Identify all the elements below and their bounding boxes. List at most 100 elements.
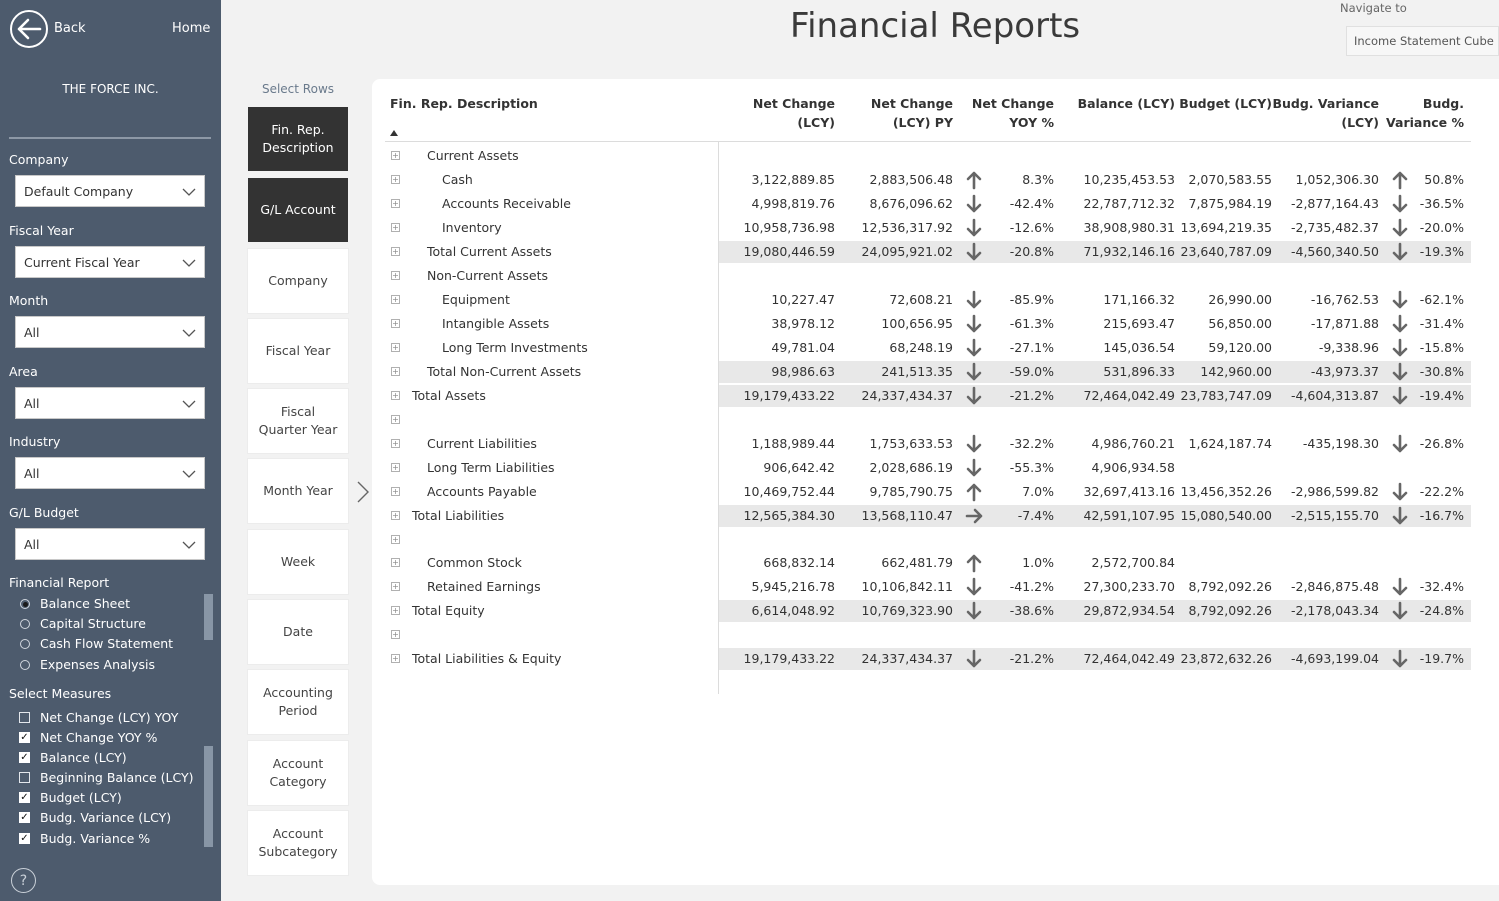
report-option-balance-sheet[interactable]: Balance Sheet <box>20 596 130 611</box>
help-button[interactable]: ? <box>11 868 36 893</box>
report-option-capital-structure[interactable]: Capital Structure <box>20 616 146 631</box>
back-label[interactable]: Back <box>54 21 86 36</box>
table-row[interactable]: + <box>385 409 1471 431</box>
column-header-net-change-yoy-pct[interactable]: Net Change YOY % <box>964 94 1054 132</box>
table-total-row[interactable]: + Total Non-Current Assets 98,986.63 241,51… <box>385 360 1471 383</box>
table-total-row[interactable]: + Total Liabilities 12,565,384.30 13,568,11… <box>385 504 1471 527</box>
expand-row-icon[interactable]: + <box>391 390 400 400</box>
table-total-row[interactable]: + Total Liabilities & Equity 19,179,433.22… <box>385 648 1471 671</box>
measure-budg-variance-pct[interactable]: ✓ Budg. Variance % <box>19 831 150 846</box>
navigate-to-select[interactable]: Income Statement Cube <box>1346 26 1499 56</box>
table-row[interactable]: + <box>385 624 1471 646</box>
measure-budg-variance-lcy[interactable]: ✓ Budg. Variance (LCY) <box>19 810 171 825</box>
table-total-row[interactable]: + Total Assets 19,179,433.22 24,337,434.37 -… <box>385 384 1471 407</box>
column-header-budg-variance-pct[interactable]: Budg. Variance % <box>1382 94 1464 132</box>
expand-row-icon[interactable]: + <box>391 606 400 616</box>
cell-budg-variance-pct: 50.8% <box>1424 171 1464 187</box>
cell-net-change-lcy: 19,080,446.59 <box>743 243 835 259</box>
table-row[interactable]: + Common Stock 668,832.14 662,481.79 1.0% 2,5… <box>385 552 1471 574</box>
row-option-month-year[interactable]: Month Year <box>248 459 348 523</box>
home-button[interactable]: Home <box>172 21 211 36</box>
cell-budg-variance-pct: -62.1% <box>1419 291 1464 307</box>
expand-row-icon[interactable]: + <box>391 534 400 544</box>
expand-row-icon[interactable]: + <box>391 486 400 496</box>
table-row[interactable]: + Non-Current Assets <box>385 265 1471 287</box>
table-row[interactable]: + Current Assets <box>385 145 1471 167</box>
row-option-fiscal-year[interactable]: Fiscal Year <box>248 319 348 383</box>
table-row[interactable]: + Long Term Liabilities 906,642.42 2,028,68… <box>385 457 1471 479</box>
company-filter-dropdown[interactable]: Default Company <box>15 175 205 207</box>
expand-row-icon[interactable]: + <box>391 270 400 280</box>
arrow-down-icon <box>966 338 982 357</box>
table-row[interactable]: + Current Liabilities 1,188,989.44 1,753,63… <box>385 433 1471 455</box>
expand-row-icon[interactable]: + <box>391 174 400 184</box>
row-option-fiscal-quarter-year[interactable]: Fiscal Quarter Year <box>248 389 348 453</box>
fiscal-year-filter-dropdown[interactable]: Current Fiscal Year <box>15 246 205 278</box>
table-total-row[interactable]: + Total Current Assets 19,080,446.59 24,095… <box>385 240 1471 263</box>
table-row[interactable]: + Long Term Investments 49,781.04 68,248.19… <box>385 337 1471 359</box>
month-filter-value: All <box>24 324 40 340</box>
expand-row-icon[interactable]: + <box>391 198 400 208</box>
expand-row-icon[interactable]: + <box>391 318 400 328</box>
expand-row-icon[interactable]: + <box>391 438 400 448</box>
expand-row-icon[interactable]: + <box>391 246 400 256</box>
table-row[interactable]: + Retained Earnings 5,945,216.78 10,106,842… <box>385 576 1471 598</box>
chevron-down-icon <box>182 470 196 478</box>
table-row[interactable]: + Cash 3,122,889.85 2,883,506.48 8.3% 10,235,… <box>385 169 1471 191</box>
row-option-date[interactable]: Date <box>248 600 348 664</box>
measure-net-change-yoy-pct[interactable]: ✓ Net Change YOY % <box>19 730 157 745</box>
cell-budg-variance-lcy: -9,338.96 <box>1318 339 1379 355</box>
expand-row-icon[interactable]: + <box>391 222 400 232</box>
column-header-net-change-lcy[interactable]: Net Change (LCY) <box>745 94 835 132</box>
expand-row-icon[interactable]: + <box>391 510 400 520</box>
measure-net-change-lcy-yoy[interactable]: Net Change (LCY) YOY <box>19 710 178 725</box>
measure-budget-lcy[interactable]: ✓ Budget (LCY) <box>19 790 122 805</box>
measure-balance-lcy[interactable]: ✓ Balance (LCY) <box>19 750 127 765</box>
table-row[interactable]: + Intangible Assets 38,978.12 100,656.95 -61… <box>385 313 1471 335</box>
industry-filter-dropdown[interactable]: All <box>15 457 205 489</box>
month-filter-dropdown[interactable]: All <box>15 316 205 348</box>
row-option-fin-rep-description[interactable]: Fin. Rep. Description <box>248 107 348 171</box>
row-option-account-category[interactable]: Account Category <box>248 741 348 805</box>
column-header-budget-lcy[interactable]: Budget (LCY) <box>1179 96 1272 111</box>
expand-row-icon[interactable]: + <box>391 294 400 304</box>
expand-row-icon[interactable]: + <box>391 151 400 160</box>
gl-budget-filter-dropdown[interactable]: All <box>15 528 205 560</box>
expand-row-icon[interactable]: + <box>391 462 400 472</box>
row-option-week[interactable]: Week <box>248 530 348 594</box>
report-list-scrollbar[interactable] <box>204 594 213 640</box>
expand-row-icon[interactable]: + <box>391 366 400 376</box>
industry-filter-label: Industry <box>9 434 61 449</box>
report-option-cash-flow-statement[interactable]: Cash Flow Statement <box>20 636 173 651</box>
table-total-row[interactable]: + Total Equity 6,614,048.92 10,769,323.90 -3… <box>385 600 1471 623</box>
expand-row-icon[interactable]: + <box>391 582 400 592</box>
measure-beginning-balance-lcy[interactable]: Beginning Balance (LCY) <box>19 770 194 785</box>
cell-balance-lcy: 38,908,980.31 <box>1083 219 1175 235</box>
row-option-account-subcategory[interactable]: Account Subcategory <box>248 811 348 875</box>
sort-ascending-icon[interactable] <box>390 130 398 136</box>
expand-row-icon[interactable]: + <box>391 654 400 664</box>
cell-budget-lcy: 8,792,092.26 <box>1188 579 1273 595</box>
column-header-net-change-lcy-py[interactable]: Net Change (LCY) PY <box>853 94 953 132</box>
table-row[interactable]: + Inventory 10,958,736.98 12,536,317.92 -12.… <box>385 217 1471 239</box>
table-row[interactable]: + Accounts Payable 10,469,752.44 9,785,790.… <box>385 481 1471 503</box>
area-filter-dropdown[interactable]: All <box>15 387 205 419</box>
table-row[interactable]: + Equipment 10,227.47 72,608.21 -85.9% 171,16… <box>385 289 1471 311</box>
chevron-right-icon[interactable] <box>356 480 370 504</box>
expand-row-icon[interactable]: + <box>391 630 400 640</box>
expand-row-icon[interactable]: + <box>391 558 400 568</box>
row-option-gl-account[interactable]: G/L Account <box>248 178 348 242</box>
table-row[interactable]: + <box>385 529 1471 551</box>
back-button[interactable] <box>10 10 48 48</box>
table-row[interactable]: + Accounts Receivable 4,998,819.76 8,676,09… <box>385 193 1471 215</box>
column-header-balance-lcy[interactable]: Balance (LCY) <box>1077 96 1175 111</box>
column-header-budg-variance-lcy[interactable]: Budg. Variance (LCY) <box>1269 94 1379 132</box>
measures-list-scrollbar[interactable] <box>204 746 213 847</box>
column-header-description[interactable]: Fin. Rep. Description <box>390 96 538 111</box>
report-option-expenses-analysis[interactable]: Expenses Analysis <box>20 657 155 672</box>
row-option-accounting-period[interactable]: Accounting Period <box>248 670 348 734</box>
expand-row-icon[interactable]: + <box>391 414 400 424</box>
row-option-company[interactable]: Company <box>248 249 348 313</box>
expand-row-icon[interactable]: + <box>391 342 400 352</box>
row-description: Current Assets <box>427 148 519 163</box>
